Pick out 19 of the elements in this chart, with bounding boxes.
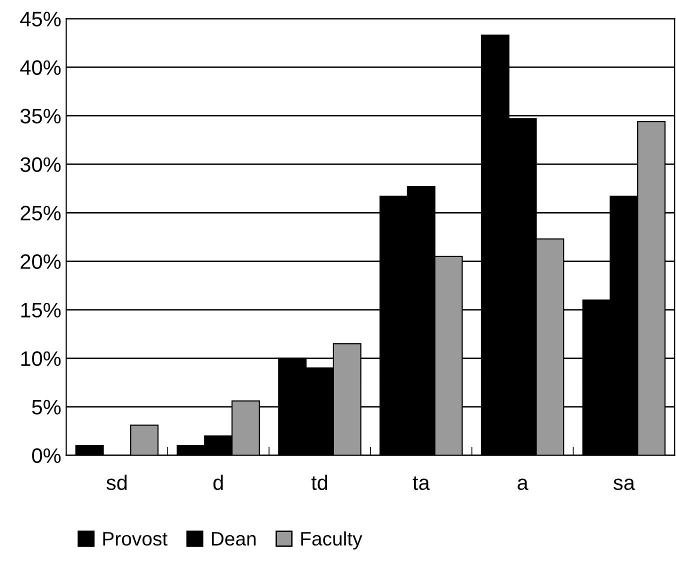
y-tick-label: 45% [20,12,61,26]
x-tick-label: td [311,474,328,490]
x-tick-label: d [213,474,223,490]
x-tick-label: sa [614,478,635,490]
y-tick-label: 25% [20,206,61,221]
legend-label: Provost [103,532,168,546]
y-tick-label: 35% [20,108,61,124]
y-tick-label: 5% [32,400,61,415]
legend-label: Faculty [301,531,362,550]
y-tick-label: 40% [20,60,61,75]
x-tick-label: ta [412,476,430,490]
x-tick-label: sd [106,474,127,490]
y-tick-label: 20% [20,254,61,270]
y-tick-label: 15% [21,302,61,318]
legend-label: Dean [212,532,256,546]
y-tick-label: 0% [32,448,61,464]
y-tick-label: 10% [21,351,61,366]
y-tick-label: 30% [20,157,61,172]
x-tick-label: a [518,478,528,490]
